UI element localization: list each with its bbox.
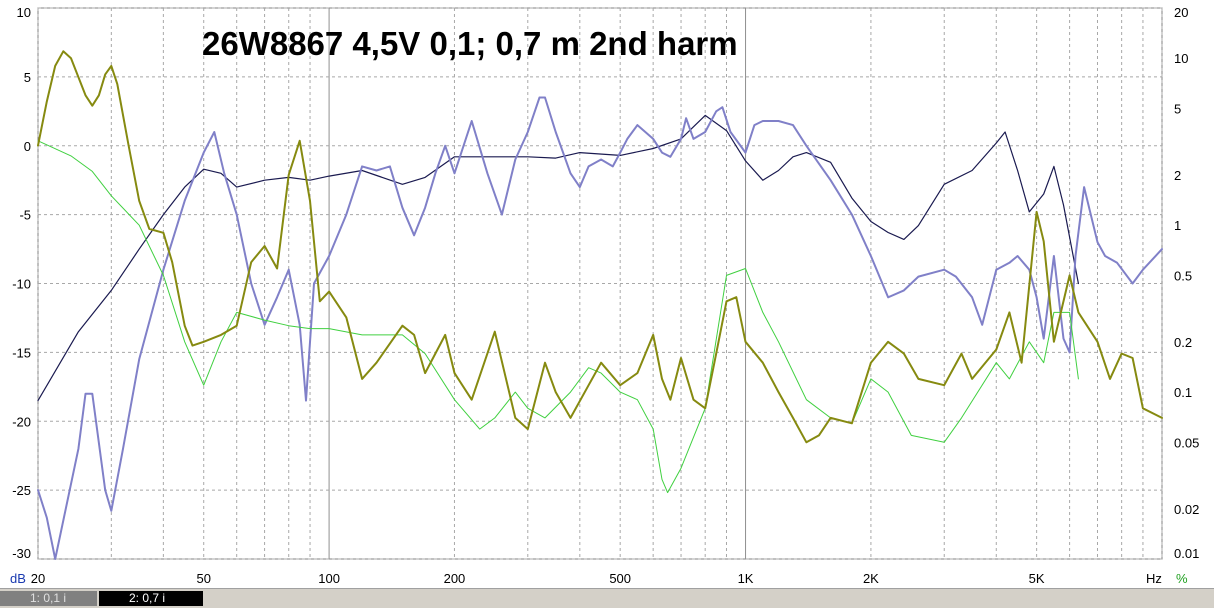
y-right-tick-label: 2 xyxy=(1174,168,1181,183)
y-right-tick-label: 10 xyxy=(1174,51,1188,66)
x-tick-label: 500 xyxy=(609,571,631,586)
x-unit-label: Hz xyxy=(1146,571,1162,586)
y-tick-label: -30 xyxy=(12,546,31,561)
y-right-tick-label: 0.2 xyxy=(1174,335,1192,350)
chart-title: 26W8867 4,5V 0,1; 0,7 m 2nd harm xyxy=(202,25,738,62)
y-tick-label: 10 xyxy=(17,5,31,20)
x-tick-label: 1K xyxy=(738,571,754,586)
y-tick-label: 5 xyxy=(24,70,31,85)
series-group xyxy=(37,50,1163,560)
y-right-tick-label: 0.02 xyxy=(1174,502,1199,517)
right-axis-ticks: 20 10 5 2 1 0.5 0.2 0.1 0.05 0.02 0.01 xyxy=(1174,5,1199,561)
y-tick-label: -5 xyxy=(19,208,31,223)
x-tick-label: 50 xyxy=(196,571,210,586)
series-line-response_07 xyxy=(37,96,1163,560)
series-line-h2_07 xyxy=(37,50,1163,444)
y-right-tick-label: 0.5 xyxy=(1174,268,1192,283)
series-line-h2_01 xyxy=(37,140,1079,494)
left-unit-label: dB xyxy=(10,571,26,586)
measurement-tabs: 1: 0,1 i 2: 0,7 i xyxy=(0,588,1214,608)
y-right-tick-label: 0.1 xyxy=(1174,385,1192,400)
tab-measurement-2[interactable]: 2: 0,7 i xyxy=(99,591,203,606)
y-right-tick-label: 5 xyxy=(1174,101,1181,116)
y-right-tick-label: 1 xyxy=(1174,218,1181,233)
y-right-tick-label: 20 xyxy=(1174,5,1188,20)
y-tick-label: -25 xyxy=(12,483,31,498)
x-tick-label: 5K xyxy=(1029,571,1045,586)
x-tick-label: 20 xyxy=(31,571,45,586)
x-axis-ticks: 20 50 100 200 500 1K 2K 5K xyxy=(31,571,1045,586)
y-tick-label: -15 xyxy=(12,345,31,360)
y-tick-label: 0 xyxy=(24,139,31,154)
right-unit-label: % xyxy=(1176,571,1188,586)
y-tick-label: -10 xyxy=(12,277,31,292)
y-right-tick-label: 0.01 xyxy=(1174,546,1199,561)
left-axis-ticks: 10 5 0 -5 -10 -15 -20 -25 -30 xyxy=(12,5,31,561)
grid xyxy=(37,7,1163,560)
tab-measurement-1[interactable]: 1: 0,1 i xyxy=(0,591,97,606)
x-tick-label: 100 xyxy=(318,571,340,586)
y-tick-label: -20 xyxy=(12,414,31,429)
x-tick-label: 200 xyxy=(444,571,466,586)
x-tick-label: 2K xyxy=(863,571,879,586)
y-right-tick-label: 0.05 xyxy=(1174,435,1199,450)
